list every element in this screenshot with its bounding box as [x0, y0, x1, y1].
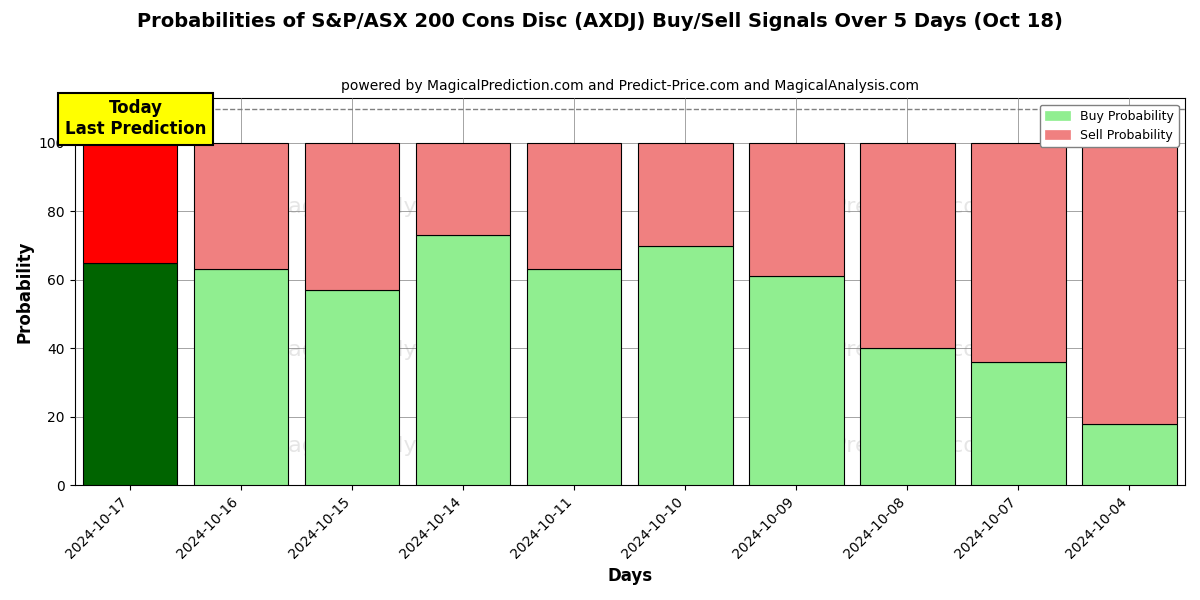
- Title: powered by MagicalPrediction.com and Predict-Price.com and MagicalAnalysis.com: powered by MagicalPrediction.com and Pre…: [341, 79, 919, 93]
- X-axis label: Days: Days: [607, 567, 653, 585]
- Text: MagicalAnalysis.com: MagicalAnalysis.com: [270, 197, 502, 217]
- Bar: [1082, 143, 1177, 424]
- Bar: [971, 143, 1066, 362]
- Bar: [305, 143, 400, 290]
- Bar: [527, 269, 622, 485]
- Y-axis label: Probability: Probability: [16, 241, 34, 343]
- Bar: [749, 277, 844, 485]
- Bar: [638, 143, 732, 245]
- Bar: [416, 143, 510, 235]
- Text: Probabilities of S&P/ASX 200 Cons Disc (AXDJ) Buy/Sell Signals Over 5 Days (Oct : Probabilities of S&P/ASX 200 Cons Disc (…: [137, 12, 1063, 31]
- Bar: [305, 290, 400, 485]
- Bar: [1082, 424, 1177, 485]
- Text: Today
Last Prediction: Today Last Prediction: [65, 100, 206, 138]
- Bar: [638, 245, 732, 485]
- Text: MagicalAnalysis.com: MagicalAnalysis.com: [270, 340, 502, 360]
- Text: MagicalPrediction.com: MagicalPrediction.com: [749, 340, 1000, 360]
- Bar: [527, 143, 622, 269]
- Bar: [194, 269, 288, 485]
- Text: MagicalPrediction.com: MagicalPrediction.com: [749, 436, 1000, 457]
- Bar: [860, 348, 955, 485]
- Text: MagicalAnalysis.com: MagicalAnalysis.com: [270, 436, 502, 457]
- Bar: [971, 362, 1066, 485]
- Legend: Buy Probability, Sell Probability: Buy Probability, Sell Probability: [1040, 104, 1178, 147]
- Bar: [83, 143, 178, 263]
- Bar: [83, 263, 178, 485]
- Bar: [194, 143, 288, 269]
- Text: MagicalPrediction.com: MagicalPrediction.com: [749, 197, 1000, 217]
- Bar: [749, 143, 844, 277]
- Bar: [416, 235, 510, 485]
- Bar: [860, 143, 955, 348]
